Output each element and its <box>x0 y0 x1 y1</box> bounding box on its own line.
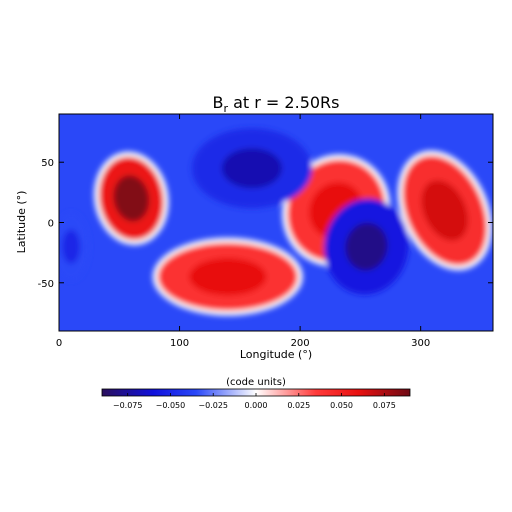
heatmap <box>59 114 493 331</box>
colorbar-label: (code units) <box>226 377 286 388</box>
heatmap-feature-core <box>421 180 469 241</box>
colorbar-tick-label: −0.050 <box>156 401 186 410</box>
heatmap-feature-positive <box>152 237 303 316</box>
colorbar-tick-label: 0.075 <box>373 401 396 410</box>
x-tick-label: 0 <box>56 338 62 349</box>
colorbar-tick-label: 0.025 <box>287 401 310 410</box>
heatmap-feature-negative <box>324 198 409 295</box>
y-tick-label: -50 <box>38 279 54 290</box>
heatmap-feature-positive <box>397 150 492 271</box>
y-tick-label: 50 <box>41 158 54 169</box>
y-tick-label: 0 <box>48 219 54 230</box>
x-axis: 0 100 200 300 <box>56 114 430 349</box>
heatmap-feature-core <box>113 175 150 222</box>
x-tick-label: 100 <box>170 338 189 349</box>
colorbar-tick-label: −0.025 <box>198 401 228 410</box>
y-axis: -50 0 50 <box>38 158 493 290</box>
colorbar-tick-label: 0.000 <box>245 401 268 410</box>
heatmap-feature-positive <box>93 151 169 246</box>
chart-title: Br at r = 2.50Rs <box>213 93 340 115</box>
x-tick-label: 300 <box>411 338 430 349</box>
x-axis-label: Longitude (°) <box>240 348 312 361</box>
colorbar-tick-label: 0.050 <box>330 401 353 410</box>
heatmap-feature-core <box>189 258 267 296</box>
chart-title-main: B <box>213 93 224 112</box>
heatmap-feature-negative <box>59 212 90 281</box>
chart-title-subscript: r <box>223 102 228 115</box>
heatmap-feature-negative <box>191 128 312 209</box>
heatmap-feature-core <box>62 229 81 264</box>
heatmap-feature-core <box>221 148 282 189</box>
chart-title-rest: at r = 2.50Rs <box>228 93 339 112</box>
y-axis-label: Latitude (°) <box>15 191 28 254</box>
colorbar-tick-label: −0.075 <box>113 401 143 410</box>
heatmap-feature-core <box>345 222 388 271</box>
x-tick-label: 200 <box>291 338 310 349</box>
colorbar-axis: −0.075 −0.050 −0.025 0.000 0.025 0.050 0.075 <box>113 393 396 410</box>
